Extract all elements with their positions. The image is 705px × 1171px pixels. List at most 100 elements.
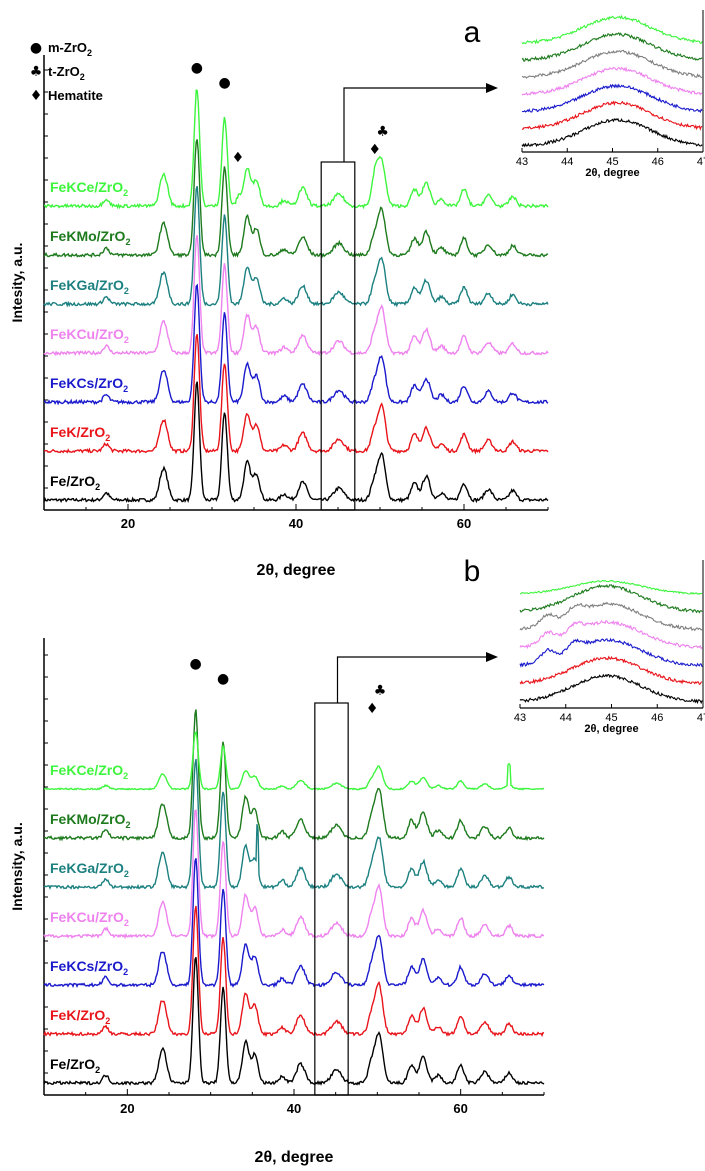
zoom-arrow: [343, 87, 488, 162]
inset-tick-label: 45: [606, 156, 618, 168]
series-label: FeKCu/ZrO2: [50, 909, 129, 928]
series-line-3: [43, 283, 549, 406]
series-label: FeKGa/ZrO2: [50, 277, 129, 296]
zoom-arrow-head: [486, 652, 498, 662]
series-label-subscript: 2: [105, 1016, 110, 1026]
series-line-6: [43, 139, 549, 259]
y-axis-title: Intensity, a.u.: [9, 822, 25, 910]
inset-series-line-2: [521, 100, 703, 131]
legend-entry: m-ZrO2: [48, 40, 92, 58]
series-label-text: FeK/ZrO: [50, 424, 105, 440]
x-tick-label: 20: [120, 1101, 134, 1116]
inset-tick-label: 46: [652, 156, 664, 168]
legend-entry: t-ZrO2: [48, 64, 85, 82]
series-label-subscript: 2: [105, 433, 110, 443]
inset-series-line-5: [521, 49, 703, 79]
inset-tick-label: 45: [605, 712, 617, 724]
series-label-text: FeKCu/ZrO: [50, 909, 124, 925]
series-label-subscript: 2: [124, 335, 129, 345]
x-tick-label: 40: [289, 516, 303, 531]
series-label-subscript: 2: [95, 1065, 100, 1075]
inset-series-line-4: [521, 66, 703, 96]
inset-tick-label: 43: [516, 156, 528, 168]
series-line-6: [43, 709, 545, 842]
series-label-subscript: 2: [124, 286, 129, 296]
inset-tick-label: 47: [697, 712, 705, 724]
legend-text: m-ZrO: [48, 40, 87, 55]
t-zro2-marker: ♣: [376, 124, 389, 140]
series-label-subscript: 2: [123, 771, 128, 781]
series-label: FeKCe/ZrO2: [50, 179, 128, 198]
legend-text: t-ZrO: [48, 64, 80, 79]
inset-series-line-1: [519, 673, 703, 705]
x-tick-label: 60: [453, 1101, 467, 1116]
m-zro2-marker: ●: [218, 75, 230, 91]
legend-entry: Hematite: [48, 88, 103, 103]
y-axis-title: Intesity, a.u.: [9, 243, 25, 323]
inset-series-line-5: [519, 601, 703, 632]
inset-series-line-3: [521, 83, 703, 114]
inset-series-line-7: [521, 14, 703, 45]
inset-series-line-3: [519, 637, 703, 668]
inset-series-line-1: [521, 117, 703, 148]
series-label-text: FeKMo/ZrO: [50, 811, 126, 827]
highlight-box: [320, 161, 356, 511]
series-label-subscript: 2: [124, 918, 129, 928]
series-label-text: Fe/ZrO: [50, 473, 95, 489]
series-label: FeKCe/ZrO2: [50, 762, 128, 781]
inset-x-title: 2θ, degree: [584, 723, 638, 735]
series-label-subscript: 2: [125, 237, 130, 247]
m-zro2-marker: ●: [190, 656, 202, 672]
series-line-4: [43, 235, 549, 357]
x-tick-label: 20: [121, 516, 135, 531]
inset-tick-label: 44: [560, 712, 572, 724]
series-label: FeKCs/ZrO2: [50, 958, 128, 977]
series-label-subscript: 2: [123, 384, 128, 394]
series-label-text: FeKCs/ZrO: [50, 375, 123, 391]
legend-symbol: ●: [30, 40, 42, 56]
series-label-text: FeKGa/ZrO: [50, 277, 124, 293]
x-tick-label: 60: [457, 516, 471, 531]
series-label: FeK/ZrO2: [50, 1007, 110, 1026]
series-line-7: [44, 89, 549, 210]
legend-subscript: 2: [87, 48, 92, 58]
series-label: Fe/ZrO2: [50, 1056, 100, 1075]
series-label-subscript: 2: [95, 482, 100, 492]
inset-series-line-6: [521, 32, 703, 62]
inset-tick-label: 46: [651, 712, 663, 724]
x-axis-title: 2θ, degree: [255, 1149, 334, 1166]
series-label-text: FeKCu/ZrO: [50, 326, 124, 342]
m-zro2-marker: ●: [191, 60, 203, 76]
series-label: FeKCs/ZrO2: [50, 375, 128, 394]
series-label: FeKCu/ZrO2: [50, 326, 129, 345]
series-label: FeKMo/ZrO2: [50, 228, 130, 247]
series-line-3: [43, 858, 545, 989]
zoom-arrow: [336, 656, 488, 703]
series-line-5: [43, 185, 549, 308]
highlight-box: [314, 702, 349, 1096]
legend-subscript: 2: [80, 72, 85, 82]
series-label-subscript: 2: [125, 820, 130, 830]
series-line-2: [43, 905, 545, 1038]
inset-series-line-2: [519, 655, 703, 686]
series-label-text: FeKCe/ZrO: [50, 762, 123, 778]
series-label: Fe/ZrO2: [50, 473, 100, 492]
series-label-text: FeKCe/ZrO: [50, 179, 123, 195]
series-label-subscript: 2: [124, 869, 129, 879]
t-zro2-marker: ♣: [374, 683, 387, 699]
hematite-marker: ♦: [369, 142, 382, 158]
series-label: FeKMo/ZrO2: [50, 811, 130, 830]
inset-tick-label: 44: [561, 156, 573, 168]
inset-tick-label: 43: [514, 712, 526, 724]
zoom-arrow-head: [486, 83, 498, 93]
hematite-marker: ♦: [366, 701, 379, 717]
series-label-text: FeKGa/ZrO: [50, 860, 124, 876]
series-label: FeK/ZrO2: [50, 424, 110, 443]
series-line-4: [43, 809, 544, 940]
inset: 43 44 45 46 47 2θ, degree: [516, 10, 705, 179]
inset-x-title: 2θ, degree: [585, 167, 639, 179]
series-line-7: [43, 731, 545, 791]
series-label-subscript: 2: [123, 188, 128, 198]
